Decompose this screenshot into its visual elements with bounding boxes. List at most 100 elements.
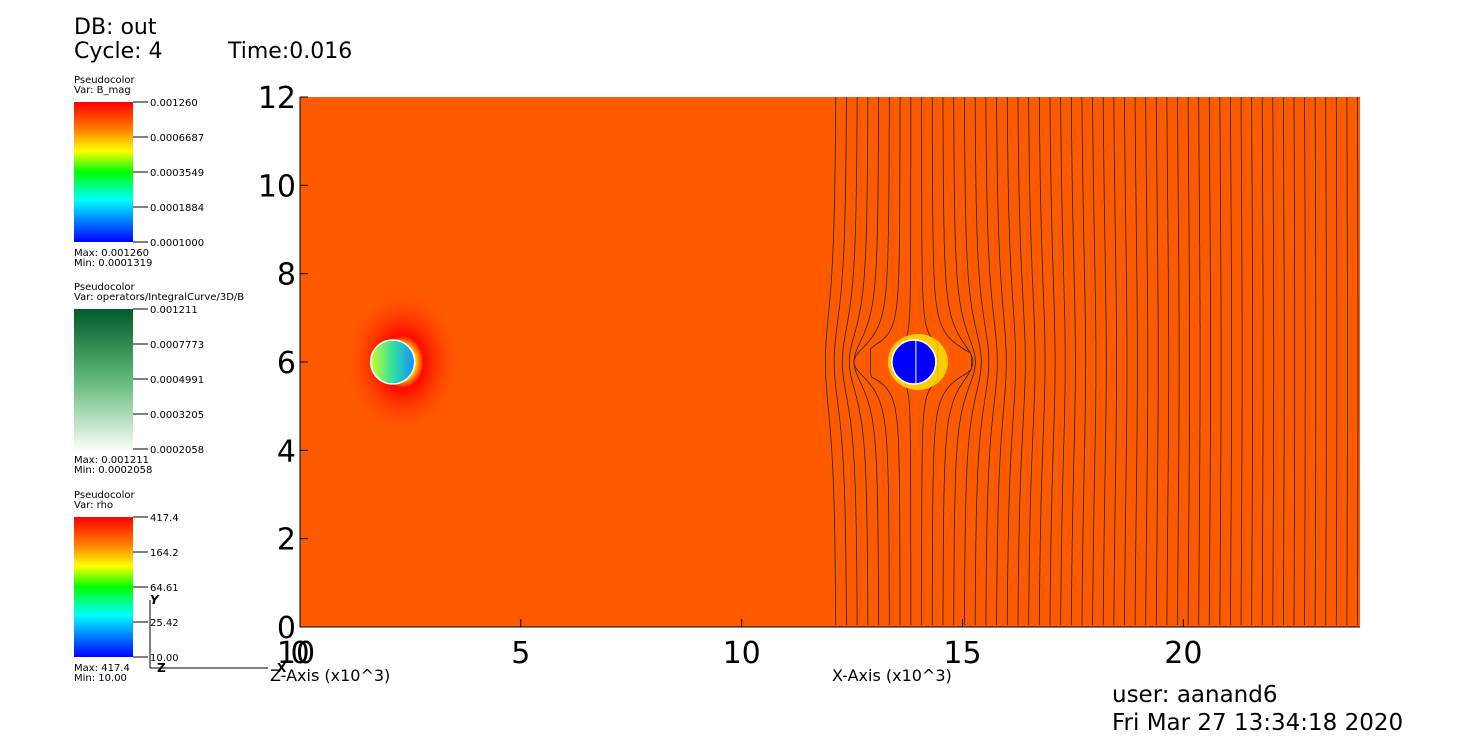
- user-label: user: aanand6: [1112, 682, 1278, 708]
- streamline: [1230, 96, 1232, 625]
- time-label: Time:0.016: [227, 39, 352, 64]
- colorbar-label: 25.42: [150, 618, 179, 629]
- streamline: [1251, 97, 1253, 626]
- streamline: [1028, 97, 1036, 626]
- streamline: [833, 97, 847, 625]
- y-tick-label: 4: [277, 434, 296, 469]
- x-tick-label: 5: [511, 636, 530, 671]
- streamline: [996, 97, 1007, 625]
- streamline: [1240, 96, 1243, 626]
- colorbar-label: 0.0001000: [150, 238, 204, 249]
- streamline: [1272, 97, 1275, 625]
- legend-plot: Pseudocolor: [74, 490, 136, 501]
- x-axis-label: X-Axis (x10^3): [832, 666, 952, 685]
- colorbar-label: 0.0004991: [150, 375, 204, 386]
- streamline: [1081, 97, 1087, 626]
- colorbar-label: 0.0007773: [150, 340, 204, 351]
- streamline: [853, 97, 890, 625]
- streamline: [1145, 97, 1149, 625]
- streamline: [1092, 96, 1097, 625]
- streamline: [825, 97, 837, 625]
- streamline: [1219, 97, 1222, 625]
- streamline: [1314, 96, 1317, 626]
- legend-var: Var: operators/IntegralCurve/3D/B: [74, 292, 244, 303]
- x-tick-label: 10: [723, 636, 761, 671]
- streamline: [870, 97, 901, 626]
- field: [300, 97, 1360, 627]
- y-tick-label: 0: [277, 611, 296, 646]
- x-tick-label: 15: [943, 636, 981, 671]
- legend-plot: Pseudocolor: [74, 282, 136, 293]
- colorbar-label: 164.2: [150, 548, 179, 559]
- colorbar-label: 0.0001884: [150, 203, 204, 214]
- streamline: [1293, 97, 1296, 625]
- streamline: [1346, 97, 1348, 625]
- legend-min: Min: 10.00: [74, 673, 127, 684]
- streamline: [1187, 97, 1190, 625]
- db-label: DB: out: [74, 15, 157, 40]
- colorbar-label: 417.4: [150, 513, 179, 524]
- streamline: [1357, 97, 1359, 625]
- streamline: [1113, 97, 1117, 625]
- colorbar-label: 64.61: [150, 583, 179, 594]
- streamline: [1060, 97, 1066, 626]
- streamline: [1335, 97, 1338, 625]
- streamline: [1177, 97, 1180, 625]
- triad-x-label: X: [277, 661, 287, 675]
- streamline: [942, 97, 974, 625]
- x-tick-label: 20: [1164, 636, 1202, 671]
- y-tick-label: 8: [277, 258, 296, 293]
- streamline: [1017, 96, 1026, 626]
- streamline: [1102, 97, 1107, 625]
- streamlines: [825, 96, 1359, 626]
- z-axis-label: Z-Axis (x10^3): [270, 666, 390, 685]
- streamline: [974, 96, 990, 626]
- y-tick-label: 10: [258, 169, 296, 204]
- z-tick-label: 10: [277, 636, 315, 671]
- streamline: [1155, 97, 1159, 625]
- streamline: [931, 96, 972, 625]
- triad-y-label: Y: [150, 593, 160, 607]
- streamline: [1124, 96, 1128, 626]
- streamline: [1070, 97, 1076, 625]
- legend-max: Max: 417.4: [74, 663, 130, 674]
- streamline: [1049, 97, 1056, 625]
- streamline: [1283, 97, 1285, 625]
- legend-var: Var: rho: [74, 500, 113, 511]
- cycle-label: Cycle: 4: [74, 39, 163, 64]
- x-tick-label: 0: [290, 636, 309, 671]
- colorbar: [74, 309, 133, 449]
- legend-min: Min: 0.0001319: [74, 258, 152, 269]
- colorbar: [74, 102, 133, 242]
- streamline: [1006, 96, 1017, 625]
- colorbar-label: 0.001211: [150, 305, 198, 316]
- obstacle-right: [891, 339, 937, 385]
- y-tick-label: 2: [277, 523, 296, 558]
- streamline: [1038, 97, 1046, 625]
- legend-var: Var: B_mag: [74, 85, 131, 96]
- colorbar-label: 0.0006687: [150, 133, 204, 144]
- y-tick-label: 6: [277, 346, 296, 381]
- streamline: [1261, 97, 1264, 625]
- streamline: [1198, 97, 1201, 625]
- legend-max: Max: 0.001211: [74, 455, 149, 466]
- colorbar-label: 0.0002058: [150, 445, 204, 456]
- streamline: [985, 96, 998, 625]
- streamline: [841, 96, 858, 625]
- streamline: [1166, 97, 1170, 625]
- legend-max: Max: 0.001260: [74, 248, 149, 259]
- colorbar-label: 0.0003549: [150, 168, 204, 179]
- streamline: [848, 97, 869, 625]
- streamline: [1325, 97, 1327, 625]
- streamline: [1304, 97, 1306, 625]
- streamline: [953, 97, 976, 625]
- y-tick-label: 12: [258, 81, 296, 116]
- colorbar-label: 0.0003205: [150, 410, 204, 421]
- streamline: [1208, 97, 1211, 625]
- date-label: Fri Mar 27 13:34:18 2020: [1112, 710, 1403, 736]
- colorbar-label: 0.001260: [150, 98, 198, 109]
- triad-z-label: Z: [157, 661, 166, 675]
- legend-min: Min: 0.0002058: [74, 465, 152, 476]
